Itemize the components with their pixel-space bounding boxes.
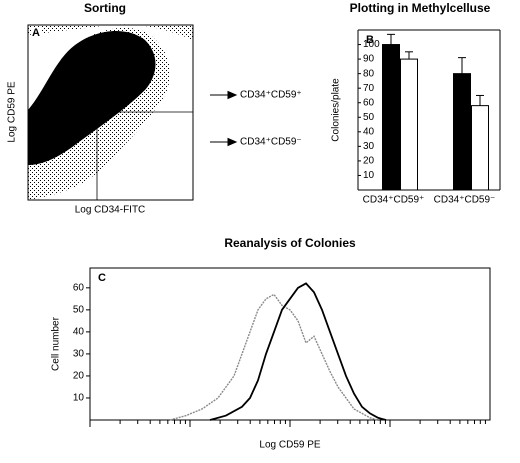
y-tick-label: 90 — [363, 54, 375, 65]
chart-title: Reanalysis of Colonies — [224, 236, 356, 250]
histogram-line — [209, 282, 387, 421]
y-tick-label: 80 — [363, 68, 375, 79]
y-tick-label: 50 — [363, 112, 375, 123]
bar — [471, 105, 489, 191]
y-tick-label: 30 — [363, 141, 375, 152]
panel-label: C — [98, 272, 106, 284]
y-tick-label: 40 — [363, 126, 375, 137]
flow-plot — [27, 24, 194, 201]
y-axis-label: Cell number — [51, 316, 62, 371]
arrows — [210, 90, 238, 147]
x-axis-label: Log CD34-FITC — [75, 205, 146, 216]
x-axis-label: Log CD59 PE — [259, 440, 320, 451]
y-axis-label: Log CD59 PE — [7, 81, 18, 142]
y-tick-label: 10 — [73, 393, 85, 404]
y-tick-label: 60 — [73, 282, 85, 293]
plot-frame — [89, 267, 491, 421]
histogram-line — [169, 293, 379, 421]
y-tick-label: 100 — [363, 39, 380, 50]
x-tick-label: CD34⁺CD59⁺ — [363, 195, 425, 206]
y-tick-label: 50 — [73, 304, 85, 315]
arrow-label: CD34⁺CD59⁺ — [240, 90, 302, 101]
y-tick-label: 10 — [363, 170, 375, 181]
y-tick-label: 30 — [73, 349, 85, 360]
panel-a-title: Sorting — [84, 1, 126, 15]
bar — [382, 44, 400, 191]
bar — [400, 58, 418, 191]
bar — [453, 73, 471, 191]
panel-label: A — [32, 27, 40, 39]
y-tick-label: 20 — [73, 371, 85, 382]
y-axis-label: Colonies/plate — [331, 78, 342, 142]
y-tick-label: 40 — [73, 327, 85, 338]
panel-label: B — [366, 34, 374, 46]
chart-title: Plotting in Methylcelluse — [350, 1, 491, 15]
y-tick-label: 60 — [363, 97, 375, 108]
y-tick-label: 70 — [363, 83, 375, 94]
x-tick-label: CD34⁺CD59⁻ — [434, 195, 496, 206]
arrow-label: CD34⁺CD59⁻ — [240, 137, 302, 148]
y-tick-label: 20 — [363, 156, 375, 167]
